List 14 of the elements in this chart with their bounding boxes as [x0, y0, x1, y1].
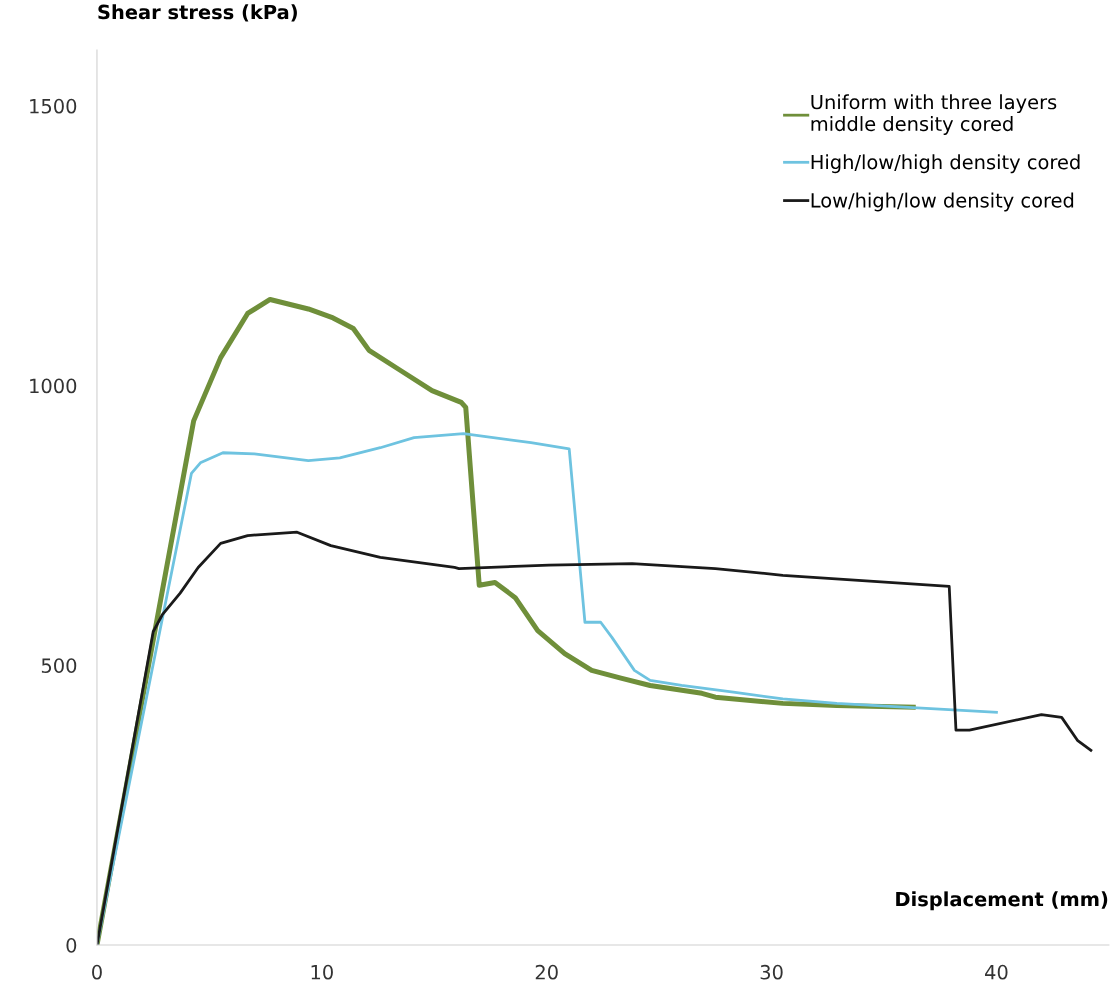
x-tick-label: 0 — [92, 964, 102, 980]
legend-label: High/low/high density cored — [811, 154, 1080, 174]
x-tick-label: 30 — [760, 964, 783, 980]
y-axis-title: Shear stress (kPa) — [98, 4, 297, 22]
x-tick-label: 10 — [311, 964, 333, 980]
x-tick-label: 20 — [535, 964, 558, 980]
x-tick-label: 40 — [985, 964, 1008, 980]
legend-label: Uniform with three layers middle density cored — [811, 94, 1057, 135]
x-axis-title: Displacement (mm) — [896, 891, 1108, 911]
y-tick-label: 0 — [66, 938, 77, 953]
y-tick-label: 1500 — [30, 98, 77, 114]
legend-label: Low/high/low density cored — [811, 192, 1074, 212]
y-tick-label: 1000 — [30, 378, 77, 394]
y-tick-label: 500 — [41, 658, 77, 673]
